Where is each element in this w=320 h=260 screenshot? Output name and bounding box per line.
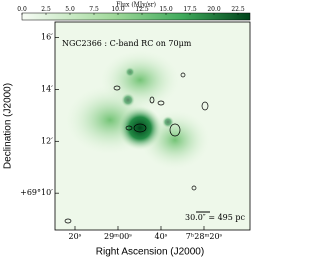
colorbar-tick-label: 5.0 [65, 6, 75, 13]
colorbar-tick-label: 15.0 [159, 6, 173, 13]
y-tick-label: +69°10′ [20, 188, 53, 197]
x-tick-label: 29ᵐ00ˢ [104, 232, 132, 241]
x-tick-label: 7ʰ28ᵐ20ˢ [186, 232, 223, 241]
frame [54, 21, 251, 231]
title: NGC2366 : C-band RC on 70μm [62, 39, 192, 48]
x-tick-label: 40ˢ [155, 232, 168, 241]
colorbar-tick-label: 12.5 [135, 6, 149, 13]
colorbar-tick-label: 22.5 [231, 6, 245, 13]
y-tick-label: 12′ [41, 136, 53, 145]
colorbar [21, 12, 251, 21]
x-tick-label: 20ˢ [69, 232, 82, 241]
colorbar-tick-label: 20.0 [207, 6, 221, 13]
x-axis-label: Right Ascension (J2000) [96, 247, 204, 258]
y-axis-label: Declination (J2000) [3, 83, 14, 169]
colorbar-tick-label: 10.0 [111, 6, 125, 13]
figure: Flux (MJy/sr) NGC2366 : C-band RC on 70μ… [3, 2, 251, 258]
y-tick-label: 14′ [41, 84, 53, 93]
colorbar-label: Flux (MJy/sr) [116, 2, 156, 9]
colorbar-tick-label: 0.0 [17, 6, 27, 13]
scale-bar-label: 30.0″ = 495 pc [185, 213, 246, 222]
colorbar-tick-label: 7.5 [89, 6, 99, 13]
y-tick-label: 16′ [41, 33, 53, 42]
colorbar-tick-label: 2.5 [41, 6, 51, 13]
colorbar-tick-label: 17.5 [183, 6, 197, 13]
image [55, 22, 250, 230]
